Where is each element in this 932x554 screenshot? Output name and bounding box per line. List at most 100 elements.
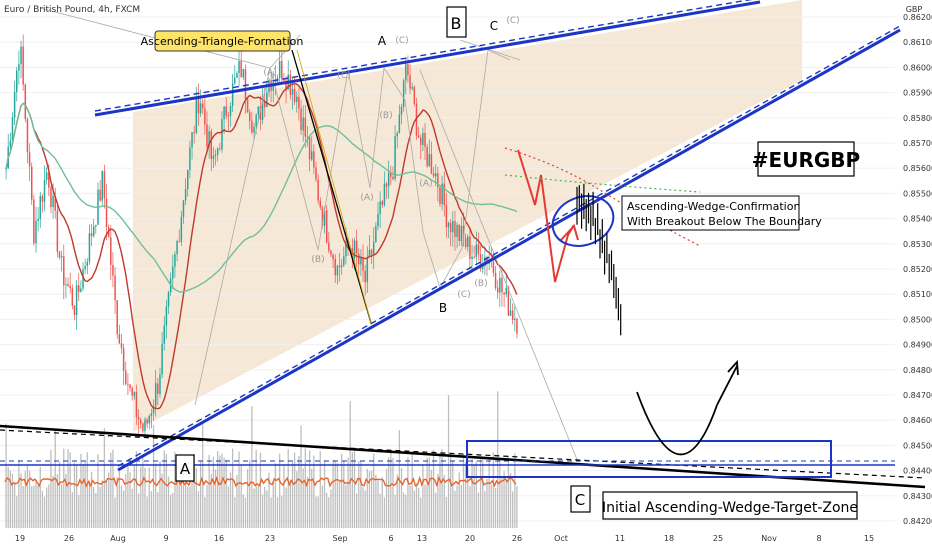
candle-body: [430, 154, 433, 174]
candle-body: [9, 140, 12, 147]
candle-body: [343, 256, 345, 266]
candle-body: [377, 213, 379, 227]
wave-label-c: C: [490, 19, 498, 33]
candle-body: [101, 171, 104, 201]
volume-bar: [90, 471, 93, 528]
volume-bar: [420, 497, 422, 528]
candle-body: [223, 106, 225, 120]
candle-body: [317, 179, 319, 201]
volume-bar: [22, 485, 24, 528]
candle-body: [26, 119, 29, 153]
volume-bar: [202, 420, 204, 528]
candle-body: [390, 172, 392, 177]
volume-bars: [4, 391, 518, 528]
candle-body: [447, 222, 450, 228]
volume-bar: [494, 488, 497, 528]
volume-bar: [105, 481, 108, 528]
candle-body: [184, 189, 187, 201]
volume-bar: [272, 480, 274, 528]
candle-body: [255, 114, 257, 127]
candle-body: [35, 220, 37, 244]
candle-body: [266, 92, 268, 108]
lower-wedge-line: [117, 28, 901, 472]
candle-body: [227, 115, 230, 117]
target-zone-box: [466, 440, 832, 478]
hashtag-label: #EURGBP: [752, 148, 860, 172]
candle-body: [176, 241, 178, 255]
candle-body: [127, 383, 129, 385]
candle-body: [193, 132, 195, 134]
candle-body: [375, 226, 377, 243]
candle-body: [432, 173, 435, 177]
volume-bar: [490, 484, 492, 528]
candle-body: [332, 254, 334, 260]
candle-body: [434, 173, 437, 177]
candle-body: [394, 136, 396, 179]
label-a: A: [180, 460, 191, 478]
volume-bar: [326, 492, 328, 528]
volume-bar: [93, 486, 95, 528]
candle-body: [244, 69, 247, 99]
volume-bar: [407, 456, 409, 528]
volume-bar: [381, 477, 383, 528]
candle-body: [95, 224, 97, 227]
candle-body: [257, 106, 260, 115]
candle-body: [328, 242, 330, 251]
candle-body: [84, 266, 86, 270]
candle-body: [105, 198, 108, 228]
volume-bar: [499, 459, 501, 528]
candle-body: [56, 210, 59, 252]
candle-body: [248, 112, 251, 121]
target-zone-label: Initial Ascending-Wedge-Target-Zone: [602, 500, 858, 516]
volume-bar: [270, 497, 272, 528]
candle-body: [477, 244, 480, 255]
candle-body: [302, 117, 304, 131]
volume-bar: [37, 485, 39, 528]
volume-bar: [321, 485, 324, 528]
volume-bar: [116, 477, 118, 528]
sub-label-a-2: (A): [360, 193, 373, 203]
volume-bar: [413, 490, 415, 528]
volume-bar: [65, 474, 67, 528]
sub-label-c-4: (C): [506, 16, 519, 26]
candle-body: [201, 103, 204, 109]
volume-bar: [246, 469, 249, 528]
volume-bar: [319, 451, 321, 528]
candle-body: [308, 137, 311, 160]
volume-bar: [422, 464, 424, 528]
candle-body: [231, 83, 234, 107]
volume-bar: [112, 449, 114, 528]
candle-body: [385, 183, 388, 187]
volume-bar: [99, 486, 101, 528]
candle-body: [210, 131, 213, 160]
volume-bar: [69, 452, 71, 528]
time-tick-label: 11: [615, 534, 625, 543]
candle-body: [69, 285, 71, 289]
volume-bar: [484, 491, 486, 528]
volume-bar: [432, 449, 435, 528]
candle-body: [263, 101, 266, 108]
candle-body: [313, 151, 315, 168]
volume-bar: [274, 463, 277, 528]
sub-label-b-3: (B): [474, 279, 487, 289]
volume-bar: [328, 497, 330, 528]
candle-body: [16, 70, 18, 92]
volume-bar: [129, 472, 131, 528]
volume-bar: [114, 497, 116, 528]
time-tick-label: Oct: [554, 534, 568, 543]
time-tick-label: 16: [214, 534, 224, 543]
recovery-arrow-head: [727, 359, 739, 376]
volume-bar: [458, 472, 460, 528]
volume-bar: [437, 473, 439, 528]
volume-bar: [189, 486, 191, 528]
time-tick-label: 20: [465, 534, 475, 543]
candle-body: [261, 101, 264, 120]
volume-bar: [144, 467, 146, 528]
formation-label: Ascending-Triangle-Formation: [141, 35, 304, 48]
candle-body: [415, 103, 418, 136]
